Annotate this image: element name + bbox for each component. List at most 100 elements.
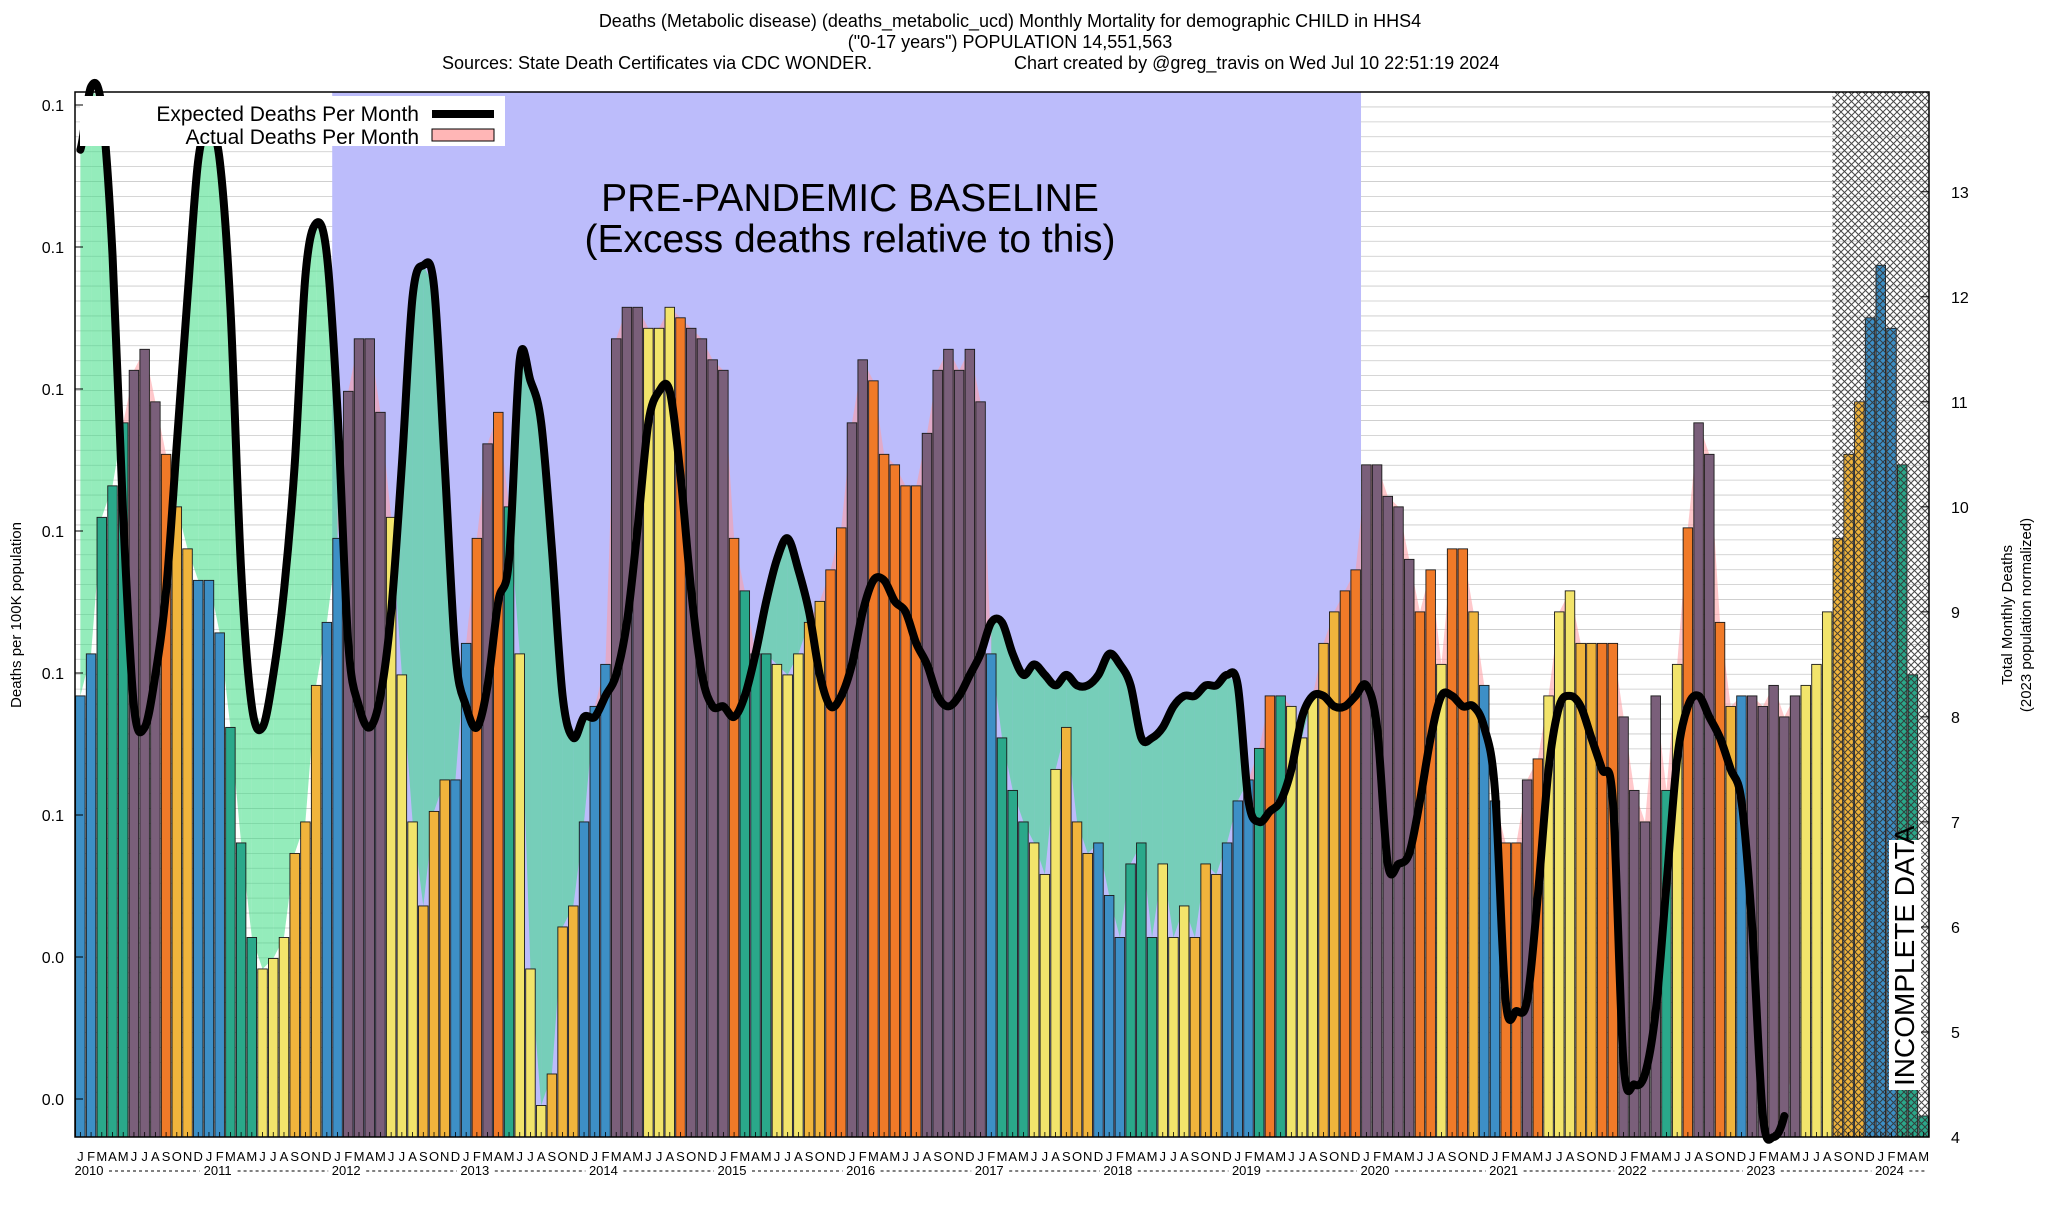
month-label: M [1511,1149,1522,1164]
deficit-fill-segment [1087,674,1099,854]
month-label: J [1749,1149,1756,1164]
right-tick-label: 6 [1951,920,1960,937]
bar-month [1414,611,1426,1138]
month-label: O [686,1149,696,1164]
bar-month [1554,611,1565,1138]
bar-month [1168,937,1179,1138]
bar-month [75,695,86,1138]
deficit-fill-segment [91,86,102,654]
month-label: F [87,1149,95,1164]
left-tick-label: 0.0 [42,950,64,967]
bar-month [782,674,793,1138]
month-label: D [708,1149,717,1164]
month-label: A [1566,1149,1575,1164]
month-label: A [1308,1149,1317,1164]
deficit-fill-segment [1205,685,1217,875]
deficit-fill-segment [1066,674,1078,822]
month-label: N [1855,1149,1864,1164]
right-axis-ticks: 13 12 11 10 9 8 7 6 5 4 [1921,185,1969,1147]
bar-month [1329,611,1340,1138]
month-label: D [1351,1149,1360,1164]
bar-month [493,411,504,1138]
month-label: J [1363,1149,1370,1164]
bar-month [589,705,600,1138]
right-axis-label-line2: (2023 population normalized) [2018,518,2035,712]
left-tick-label: 0.1 [42,98,64,115]
bar-month [193,579,204,1138]
bar-month [1136,842,1147,1138]
month-label: M [1661,1149,1672,1164]
year-label: 2011 [204,1163,232,1178]
month-label: J [1803,1149,1810,1164]
month-label: J [1674,1149,1681,1164]
bar-month [1189,937,1201,1138]
month-label: S [290,1149,299,1164]
bar-month [1650,695,1661,1138]
bar-month [964,348,976,1138]
bar-month [900,485,911,1138]
month-label: S [676,1149,685,1164]
month-label: M [375,1149,386,1164]
deficit-fill-segment [251,706,263,969]
legend: Expected Deaths Per Month Actual Deaths … [80,96,505,149]
month-label: A [1651,1149,1660,1164]
month-label: A [537,1149,546,1164]
month-label: J [1160,1149,1167,1164]
bar-month [1639,821,1651,1138]
bar-month [750,653,761,1138]
month-label: N [1726,1149,1735,1164]
month-label: M [225,1149,236,1164]
right-tick-label: 13 [1951,185,1969,202]
bar-month [1714,621,1726,1138]
month-label: M [1147,1149,1158,1164]
month-label: J [141,1149,148,1164]
month-label: J [1556,1149,1563,1164]
chart-sources: Sources: State Death Certificates via CD… [442,53,872,73]
year-label: 2017 [975,1163,1004,1178]
bar-month [868,380,879,1138]
deficit-fill-segment [519,359,531,969]
month-label: A [1008,1149,1017,1164]
bar-month [1393,506,1404,1138]
deficit-fill-segment [776,538,788,675]
bar-month [364,338,375,1138]
year-label: 2016 [846,1163,875,1178]
month-label: J [516,1149,523,1164]
month-label: D [1608,1149,1617,1164]
month-label: N [1212,1149,1221,1164]
month-label: A [1694,1149,1703,1164]
month-label: F [473,1149,481,1164]
month-label: N [954,1149,963,1164]
deficit-fill-segment [423,265,435,906]
month-label: M [1897,1149,1908,1164]
month-label: S [1448,1149,1457,1164]
left-tick-label: 0.1 [42,240,64,257]
month-label: M [1254,1149,1265,1164]
month-label: S [933,1149,942,1164]
deficit-fill-segment [1184,695,1195,938]
bar-month [1028,842,1040,1138]
month-label: N [569,1149,578,1164]
bar-month [1082,852,1093,1138]
bar-month [728,537,740,1138]
bar-month [1157,863,1168,1138]
bar-month [546,1073,558,1138]
year-label: 2012 [332,1163,361,1178]
deficit-fill-segment [573,716,585,906]
month-label: S [1705,1149,1714,1164]
month-label: O [1201,1149,1211,1164]
bar-month [128,369,140,1138]
baseline-label: PRE-PANDEMIC BASELINE [601,177,1099,220]
deficit-fill-segment [1109,653,1120,938]
bar-month [943,348,954,1138]
bar-month [1264,695,1276,1138]
month-label: S [1319,1149,1328,1164]
deficit-fill-segment [541,422,552,1106]
deficit-fill-segment [208,128,220,633]
month-label: A [408,1149,417,1164]
month-label: J [849,1149,856,1164]
left-tick-label: 0.1 [42,382,64,399]
right-axis-label-line1: Total Monthly Deaths [1999,545,2016,685]
bar-month [1768,684,1779,1138]
month-label: J [1106,1149,1113,1164]
